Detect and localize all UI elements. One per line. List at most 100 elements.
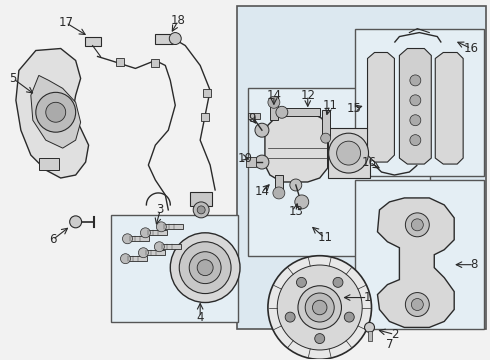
Text: 15: 15 <box>347 102 362 115</box>
Text: 9: 9 <box>248 112 256 125</box>
Bar <box>155 33 173 44</box>
Circle shape <box>405 213 429 237</box>
Circle shape <box>193 202 209 218</box>
Bar <box>275 175 283 193</box>
Polygon shape <box>16 49 89 178</box>
Text: 10: 10 <box>238 152 252 165</box>
Circle shape <box>255 123 269 137</box>
Bar <box>111 215 238 323</box>
Text: 18: 18 <box>171 14 186 27</box>
Polygon shape <box>377 198 454 328</box>
Circle shape <box>179 242 231 293</box>
Circle shape <box>121 254 130 264</box>
Circle shape <box>315 334 325 343</box>
Text: 4: 4 <box>196 311 204 324</box>
Circle shape <box>122 234 132 244</box>
Text: 12: 12 <box>300 89 315 102</box>
Text: 5: 5 <box>9 72 17 85</box>
Circle shape <box>138 248 148 258</box>
Text: 3: 3 <box>157 203 164 216</box>
Circle shape <box>412 298 423 310</box>
Text: 1: 1 <box>364 291 371 304</box>
Text: 8: 8 <box>470 258 478 271</box>
Circle shape <box>365 323 374 332</box>
Circle shape <box>321 133 331 143</box>
Circle shape <box>277 265 362 350</box>
Circle shape <box>255 155 269 169</box>
Circle shape <box>156 222 166 232</box>
Circle shape <box>197 206 205 214</box>
Bar <box>144 250 165 255</box>
Circle shape <box>36 92 75 132</box>
Text: 14: 14 <box>254 185 270 198</box>
Circle shape <box>197 260 213 276</box>
Polygon shape <box>265 112 328 182</box>
Bar <box>117 58 124 67</box>
Bar <box>190 192 212 206</box>
Polygon shape <box>368 53 394 162</box>
Circle shape <box>298 286 342 329</box>
Circle shape <box>295 195 309 209</box>
Circle shape <box>268 256 371 359</box>
Bar <box>85 37 100 45</box>
Bar <box>355 180 484 329</box>
Bar <box>328 128 369 178</box>
Text: 6: 6 <box>49 233 56 246</box>
Bar <box>246 157 256 167</box>
Bar <box>248 113 260 119</box>
Text: 16: 16 <box>362 156 377 168</box>
Circle shape <box>410 115 421 126</box>
Text: 11: 11 <box>317 231 332 244</box>
Bar <box>282 108 319 116</box>
Circle shape <box>141 228 150 238</box>
Circle shape <box>189 252 221 284</box>
Bar <box>201 113 209 121</box>
Circle shape <box>290 179 302 191</box>
Circle shape <box>333 278 343 287</box>
Bar <box>322 110 330 138</box>
Circle shape <box>276 106 288 118</box>
Bar <box>355 28 484 176</box>
Circle shape <box>410 95 421 106</box>
Bar <box>368 332 371 341</box>
Circle shape <box>410 135 421 146</box>
Circle shape <box>296 278 306 287</box>
Circle shape <box>169 32 181 45</box>
Circle shape <box>344 312 354 322</box>
Circle shape <box>171 233 240 302</box>
Text: 2: 2 <box>391 328 398 341</box>
Text: 11: 11 <box>322 99 337 112</box>
Circle shape <box>412 219 423 231</box>
Circle shape <box>405 293 429 316</box>
Circle shape <box>337 141 361 165</box>
Polygon shape <box>435 53 463 164</box>
Bar <box>39 158 59 170</box>
Circle shape <box>410 75 421 86</box>
Polygon shape <box>31 75 81 148</box>
Text: 17: 17 <box>58 16 73 29</box>
Circle shape <box>305 293 334 322</box>
Bar <box>161 224 183 229</box>
Circle shape <box>154 242 164 252</box>
Bar <box>151 59 159 67</box>
Circle shape <box>285 312 295 322</box>
Polygon shape <box>399 49 431 164</box>
Circle shape <box>70 216 82 228</box>
Bar <box>127 236 149 241</box>
Bar <box>203 89 211 97</box>
Bar <box>146 230 167 235</box>
Bar <box>270 102 278 120</box>
Circle shape <box>273 187 285 199</box>
Circle shape <box>313 300 327 315</box>
Text: 7: 7 <box>386 338 393 351</box>
Circle shape <box>329 133 368 173</box>
Text: 14: 14 <box>267 89 281 102</box>
Circle shape <box>46 102 66 122</box>
Text: 16: 16 <box>464 42 479 55</box>
Circle shape <box>268 96 280 108</box>
Bar <box>248 88 430 256</box>
Bar <box>237 6 486 329</box>
Text: 13: 13 <box>289 205 303 219</box>
Bar <box>159 244 181 249</box>
Bar <box>125 256 147 261</box>
